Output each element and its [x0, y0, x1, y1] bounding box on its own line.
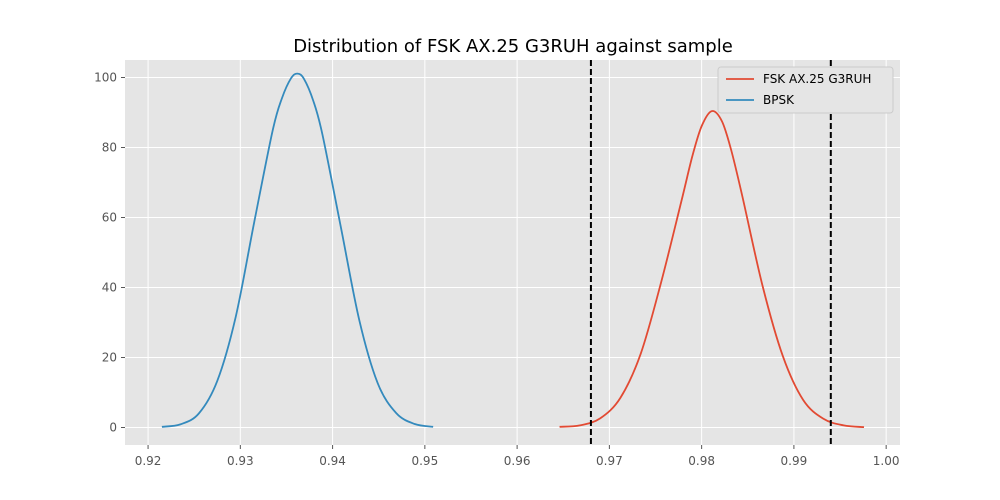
legend: FSK AX.25 G3RUH BPSK — [717, 66, 894, 114]
y-axis-ticks: 0 20 40 60 80 100 — [94, 71, 125, 435]
x-tick-label: 0.92 — [135, 454, 162, 468]
x-tick-label: 0.98 — [688, 454, 715, 468]
plot-area — [125, 60, 900, 445]
x-tick-label: 0.97 — [596, 454, 623, 468]
x-tick-label: 0.93 — [227, 454, 254, 468]
x-tick-label: 0.95 — [411, 454, 438, 468]
legend-label-bpsk: BPSK — [763, 93, 795, 107]
y-tick-label: 20 — [102, 351, 117, 365]
y-tick-label: 100 — [94, 71, 117, 85]
chart-title: Distribution of FSK AX.25 G3RUH against … — [293, 36, 733, 57]
x-tick-label: 0.94 — [319, 454, 346, 468]
x-tick-label: 1.00 — [873, 454, 900, 468]
y-tick-label: 60 — [102, 211, 117, 225]
reference-lines — [589, 60, 832, 445]
y-tick-label: 0 — [109, 421, 117, 435]
x-tick-label: 0.99 — [781, 454, 808, 468]
series-line-fsk-ax-25-g3ruh — [559, 110, 865, 429]
legend-label-fsk-ax-25-g3ruh: FSK AX.25 G3RUH — [763, 72, 871, 86]
series-layer — [161, 72, 865, 429]
series-line-bpsk — [161, 72, 434, 428]
x-tick-label: 0.96 — [504, 454, 531, 468]
y-tick-label: 40 — [102, 281, 117, 295]
y-tick-label: 80 — [102, 141, 117, 155]
legend-box — [717, 66, 894, 114]
grid — [125, 60, 900, 445]
x-axis-ticks: 0.92 0.93 0.94 0.95 0.96 0.97 0.98 0.99 1.00 — [135, 445, 900, 468]
